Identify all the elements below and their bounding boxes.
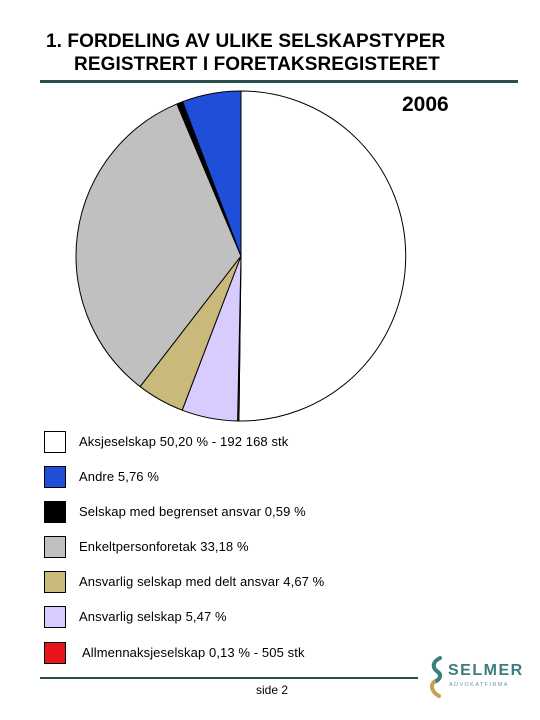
logo-subtitle: ADVOKATFIRMA [449, 682, 509, 688]
legend-label: Ansvarlig selskap med delt ansvar 4,67 % [79, 574, 325, 589]
page-title: 1. FORDELING AV ULIKE SELSKAPSTYPER REGI… [46, 30, 526, 76]
legend-label: Enkeltpersonforetak 33,18 % [79, 539, 249, 554]
bottom-divider [40, 677, 418, 679]
legend-swatch [44, 536, 66, 558]
legend-label: Aksjeselskap 50,20 % - 192 168 stk [79, 434, 289, 449]
legend-swatch [44, 501, 66, 523]
pie-slice-4 [75, 103, 242, 388]
title-line-1: 1. FORDELING AV ULIKE SELSKAPSTYPER [46, 31, 446, 52]
chart-year-label: 2006 [402, 93, 449, 116]
pie-slice-6 [182, 90, 242, 257]
legend-label: Andre 5,76 % [79, 469, 159, 484]
legend-swatch [44, 431, 66, 453]
title-line-2: REGISTRERT I FORETAKSREGISTERET [74, 54, 440, 75]
legend-swatch [44, 642, 66, 664]
logo-name: SELMER [448, 662, 524, 679]
legend-swatch [44, 606, 66, 628]
top-divider [40, 80, 518, 83]
legend-label: Selskap med begrenset ansvar 0,59 % [79, 504, 306, 519]
legend-label: Allmennaksjeselskap 0,13 % - 505 stk [82, 645, 305, 660]
pie-slice-0 [238, 90, 407, 422]
selmer-logo-icon [429, 656, 443, 698]
legend-swatch [44, 571, 66, 593]
page-number: side 2 [256, 683, 289, 697]
selmer-logo: SELMER ADVOKATFIRMA [428, 656, 524, 702]
legend-swatch [44, 466, 66, 488]
legend-label: Ansvarlig selskap 5,47 % [79, 609, 227, 624]
